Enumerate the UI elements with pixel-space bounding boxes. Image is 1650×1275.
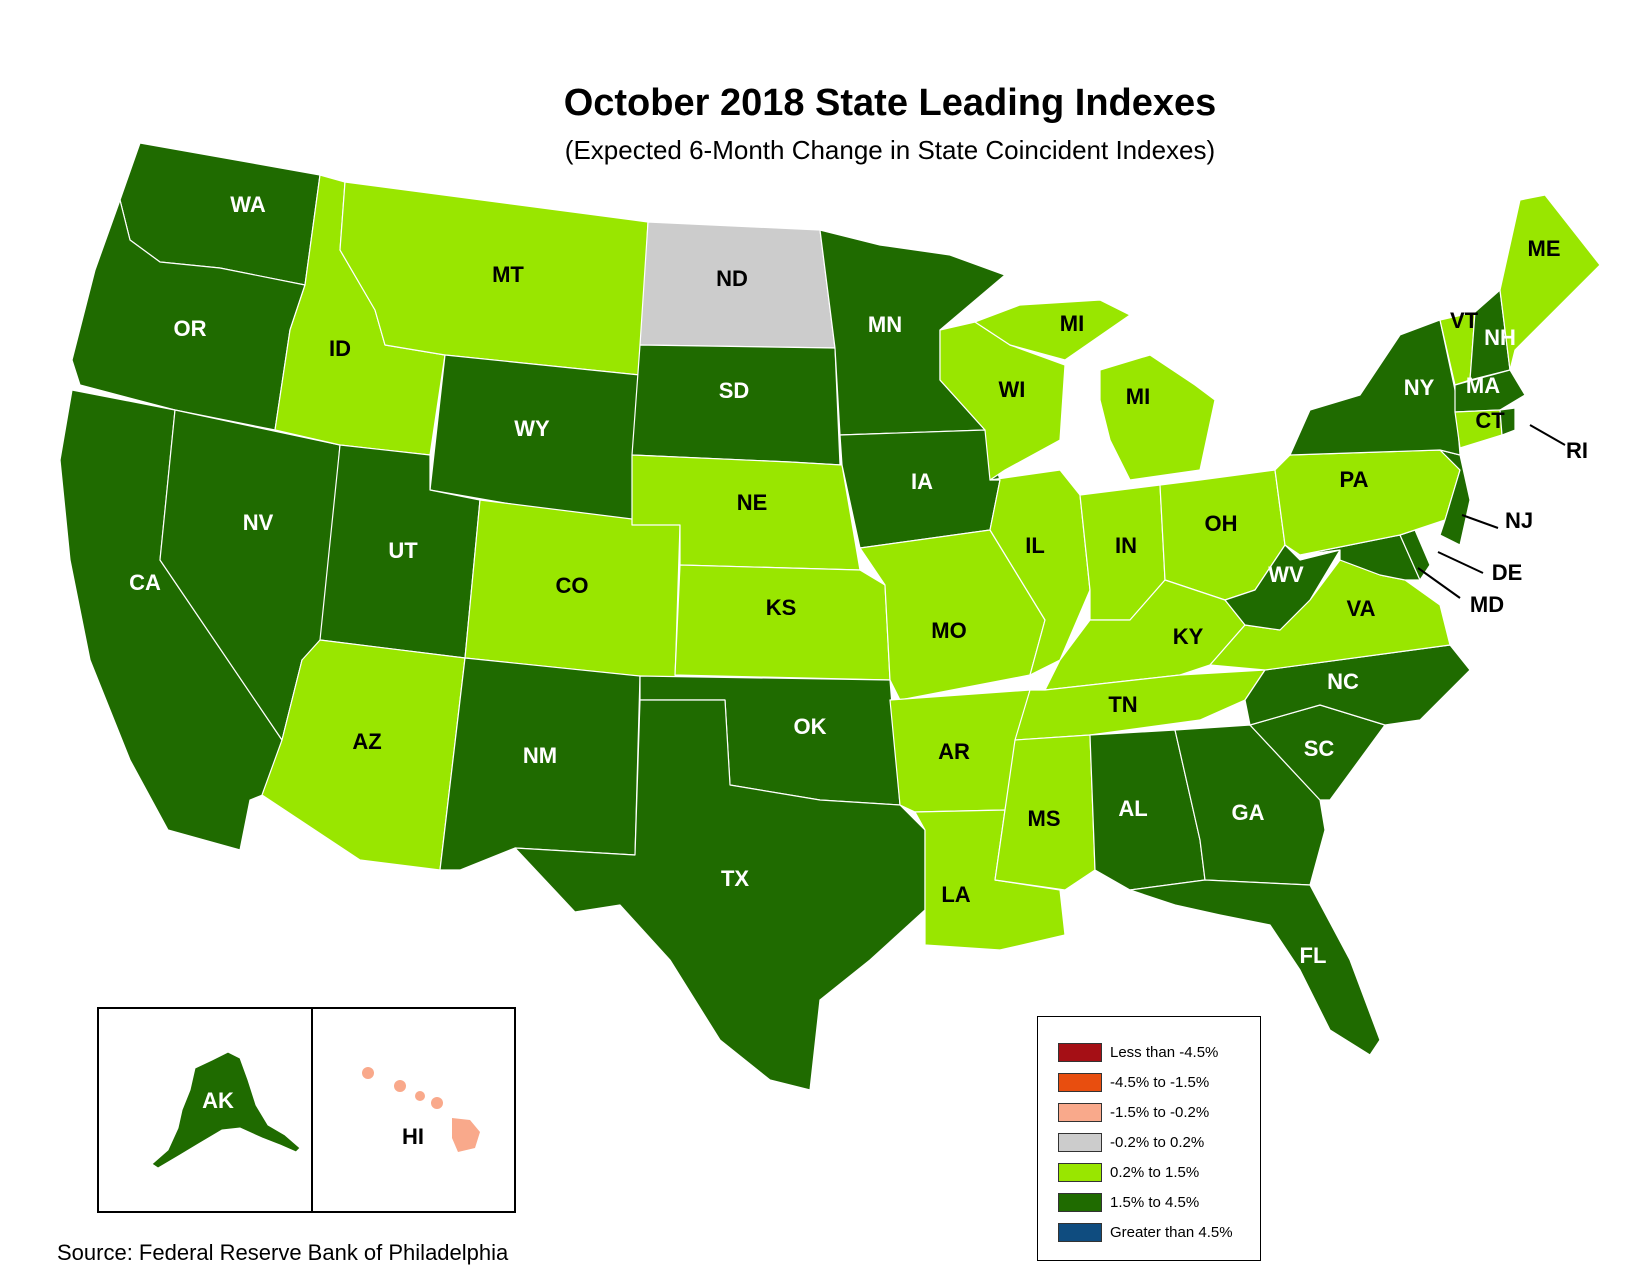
map-legend: Less than -4.5% -4.5% to -1.5% -1.5% to … — [1037, 1016, 1261, 1261]
legend-label: Less than -4.5% — [1110, 1043, 1219, 1061]
label-id: ID — [329, 336, 351, 361]
label-ut: UT — [388, 538, 418, 563]
label-ny: NY — [1404, 375, 1435, 400]
state-nj[interactable] — [1439, 449, 1471, 546]
label-co: CO — [556, 573, 589, 598]
de-leader-line — [1437, 551, 1484, 574]
map-subtitle: (Expected 6-Month Change in State Coinci… — [564, 135, 1216, 165]
label-ak: AK — [202, 1088, 234, 1113]
label-hi: HI — [402, 1124, 424, 1149]
label-md: MD — [1470, 592, 1504, 617]
state-ri[interactable] — [1499, 407, 1516, 436]
legend-item: -4.5% to -1.5% — [1058, 1071, 1209, 1093]
state-mi[interactable] — [1099, 354, 1216, 481]
label-ky: KY — [1173, 624, 1204, 649]
label-nj: NJ — [1505, 508, 1533, 533]
label-ma: MA — [1466, 373, 1500, 398]
label-sc: SC — [1304, 736, 1335, 761]
label-oh: OH — [1205, 511, 1238, 536]
label-nv: NV — [243, 510, 274, 535]
label-nh: NH — [1484, 325, 1516, 350]
legend-label: 1.5% to 4.5% — [1110, 1193, 1200, 1211]
hawaii-inset — [311, 1007, 516, 1213]
legend-item: Less than -4.5% — [1058, 1041, 1218, 1063]
label-ms: MS — [1028, 806, 1061, 831]
label-sd: SD — [719, 378, 750, 403]
label-mn: MN — [868, 312, 902, 337]
legend-label: 0.2% to 1.5% — [1110, 1163, 1200, 1181]
state-ma[interactable] — [1454, 369, 1526, 413]
label-mi: MI — [1126, 384, 1150, 409]
legend-item: 0.2% to 1.5% — [1058, 1161, 1199, 1183]
label-mt: MT — [492, 262, 524, 287]
legend-item: 1.5% to 4.5% — [1058, 1191, 1199, 1213]
label-fl: FL — [1300, 943, 1327, 968]
label-pa: PA — [1340, 467, 1369, 492]
label-in: IN — [1115, 533, 1137, 558]
source-note: Source: Federal Reserve Bank of Philadel… — [57, 1240, 509, 1265]
label-ri: RI — [1566, 438, 1588, 463]
label-ga: GA — [1232, 800, 1265, 825]
state-hi[interactable] — [362, 1067, 480, 1152]
legend-item: -0.2% to 0.2% — [1058, 1131, 1204, 1153]
label-va: VA — [1347, 596, 1376, 621]
label-ct: CT — [1475, 408, 1505, 433]
label-il: IL — [1025, 533, 1045, 558]
legend-swatch — [1058, 1102, 1102, 1122]
legend-label: -0.2% to 0.2% — [1110, 1133, 1205, 1151]
state-il[interactable] — [989, 469, 1091, 676]
legend-label: Greater than 4.5% — [1110, 1223, 1233, 1241]
state-mi-up[interactable] — [974, 299, 1131, 361]
label-or: OR — [174, 316, 207, 341]
md-leader-line — [1417, 567, 1461, 599]
legend-item: -1.5% to -0.2% — [1058, 1101, 1209, 1123]
label-mi-up: MI — [1060, 311, 1084, 336]
label-az: AZ — [352, 729, 381, 754]
state-ky[interactable] — [1044, 579, 1246, 691]
label-la: LA — [941, 882, 970, 907]
map-title: October 2018 State Leading Indexes — [563, 82, 1217, 124]
label-nc: NC — [1327, 669, 1359, 694]
legend-item: Greater than 4.5% — [1058, 1221, 1233, 1243]
label-ok: OK — [794, 714, 827, 739]
legend-swatch — [1058, 1222, 1102, 1242]
ri-leader-line — [1529, 424, 1566, 446]
label-vt: VT — [1450, 308, 1479, 333]
label-wy: WY — [514, 416, 550, 441]
label-wi: WI — [999, 377, 1026, 402]
label-mo: MO — [931, 618, 966, 643]
legend-swatch — [1058, 1192, 1102, 1212]
label-de: DE — [1492, 560, 1523, 585]
label-me: ME — [1528, 236, 1561, 261]
legend-label: -4.5% to -1.5% — [1110, 1073, 1210, 1091]
label-tn: TN — [1108, 692, 1137, 717]
nj-leader-line — [1461, 514, 1499, 529]
label-ks: KS — [766, 595, 797, 620]
state-fl[interactable] — [1129, 879, 1381, 1056]
state-tx[interactable] — [514, 699, 926, 1091]
legend-label: -1.5% to -0.2% — [1110, 1103, 1210, 1121]
legend-swatch — [1058, 1162, 1102, 1182]
label-nm: NM — [523, 743, 557, 768]
legend-swatch — [1058, 1042, 1102, 1062]
legend-swatch — [1058, 1072, 1102, 1092]
state-ak[interactable] — [151, 1051, 301, 1169]
label-ca: CA — [129, 570, 161, 595]
state-me[interactable] — [1499, 194, 1601, 371]
label-ar: AR — [938, 739, 970, 764]
label-ia: IA — [911, 469, 933, 494]
label-tx: TX — [721, 866, 749, 891]
label-nd: ND — [716, 266, 748, 291]
legend-swatch — [1058, 1132, 1102, 1152]
label-al: AL — [1118, 796, 1147, 821]
label-wv: WV — [1268, 562, 1304, 587]
label-wa: WA — [230, 192, 266, 217]
label-ne: NE — [737, 490, 768, 515]
